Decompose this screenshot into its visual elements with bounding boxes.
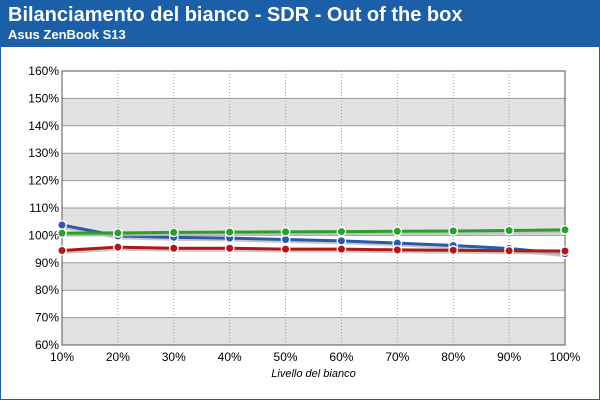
plot-band xyxy=(62,71,565,99)
x-tick-label: 10% xyxy=(50,350,74,364)
data-point xyxy=(112,228,123,238)
line-chart: 60% 70% 80% 90% 100% 110% 120% 130% 140% 150% 160%… xyxy=(28,64,581,380)
data-point xyxy=(168,227,179,238)
plot-band xyxy=(62,98,565,126)
x-axis-tick-labels: 10% 20% 30% 40% 50% 60% 70% 80% 90% 100% xyxy=(50,350,581,364)
y-tick-label: 100% xyxy=(28,228,59,242)
data-point xyxy=(280,226,291,237)
data-point xyxy=(336,235,347,246)
x-tick-label: 60% xyxy=(329,350,353,364)
data-point xyxy=(392,226,403,237)
data-point xyxy=(224,243,235,254)
series-line xyxy=(61,223,566,256)
data-point xyxy=(57,245,67,256)
plot-band xyxy=(62,125,565,154)
x-tick-label: 30% xyxy=(162,350,186,364)
x-axis-title: Livello del bianco xyxy=(271,368,355,380)
series-shadow xyxy=(62,230,567,237)
data-point xyxy=(448,245,459,256)
series-shadow xyxy=(62,247,567,255)
data-point xyxy=(560,225,570,235)
plot-band xyxy=(62,153,565,181)
data-point xyxy=(504,225,515,236)
data-point xyxy=(168,243,179,254)
series-layer xyxy=(57,220,570,259)
y-tick-label: 90% xyxy=(35,256,59,270)
x-tick-label: 20% xyxy=(106,350,130,364)
chart-subtitle: Asus ZenBook S13 xyxy=(8,27,126,42)
data-point xyxy=(224,227,235,238)
chart-title: Bilanciamento del bianco - SDR - Out of … xyxy=(8,4,463,26)
plot-border xyxy=(61,70,566,346)
data-point xyxy=(112,242,123,253)
plot-band xyxy=(62,290,565,318)
y-tick-label: 140% xyxy=(28,119,59,133)
plot-band xyxy=(62,317,565,345)
y-tick-label: 160% xyxy=(28,64,59,78)
y-tick-label: 80% xyxy=(35,283,59,297)
y-tick-label: 60% xyxy=(35,338,59,352)
series-line xyxy=(61,228,566,235)
header-bar: Bilanciamento del bianco - SDR - Out of … xyxy=(1,1,599,47)
x-tick-label: 80% xyxy=(441,350,465,364)
x-tick-label: 40% xyxy=(218,350,242,364)
data-point xyxy=(504,245,515,256)
data-point xyxy=(336,226,347,237)
y-tick-label: 130% xyxy=(28,146,59,160)
x-tick-label: 50% xyxy=(274,350,298,364)
data-point xyxy=(392,245,403,255)
y-tick-label: 120% xyxy=(28,174,59,188)
data-point xyxy=(57,220,67,230)
x-tick-label: 90% xyxy=(497,350,521,364)
x-tick-label: 100% xyxy=(550,350,581,364)
plot-band xyxy=(62,180,565,208)
plot-band xyxy=(62,262,565,291)
x-tick-label: 70% xyxy=(385,350,409,364)
y-tick-label: 150% xyxy=(28,91,59,105)
data-point xyxy=(57,228,67,239)
y-tick-label: 70% xyxy=(35,311,59,325)
data-point xyxy=(448,226,459,236)
data-point xyxy=(336,244,347,255)
y-tick-label: 110% xyxy=(29,201,59,215)
y-axis-tick-labels: 60% 70% 80% 90% 100% 110% 120% 130% 140% 150% 160% xyxy=(28,64,59,352)
plot-frame xyxy=(61,70,566,346)
data-point xyxy=(560,246,570,256)
data-point xyxy=(280,244,291,255)
series-line xyxy=(61,245,566,253)
